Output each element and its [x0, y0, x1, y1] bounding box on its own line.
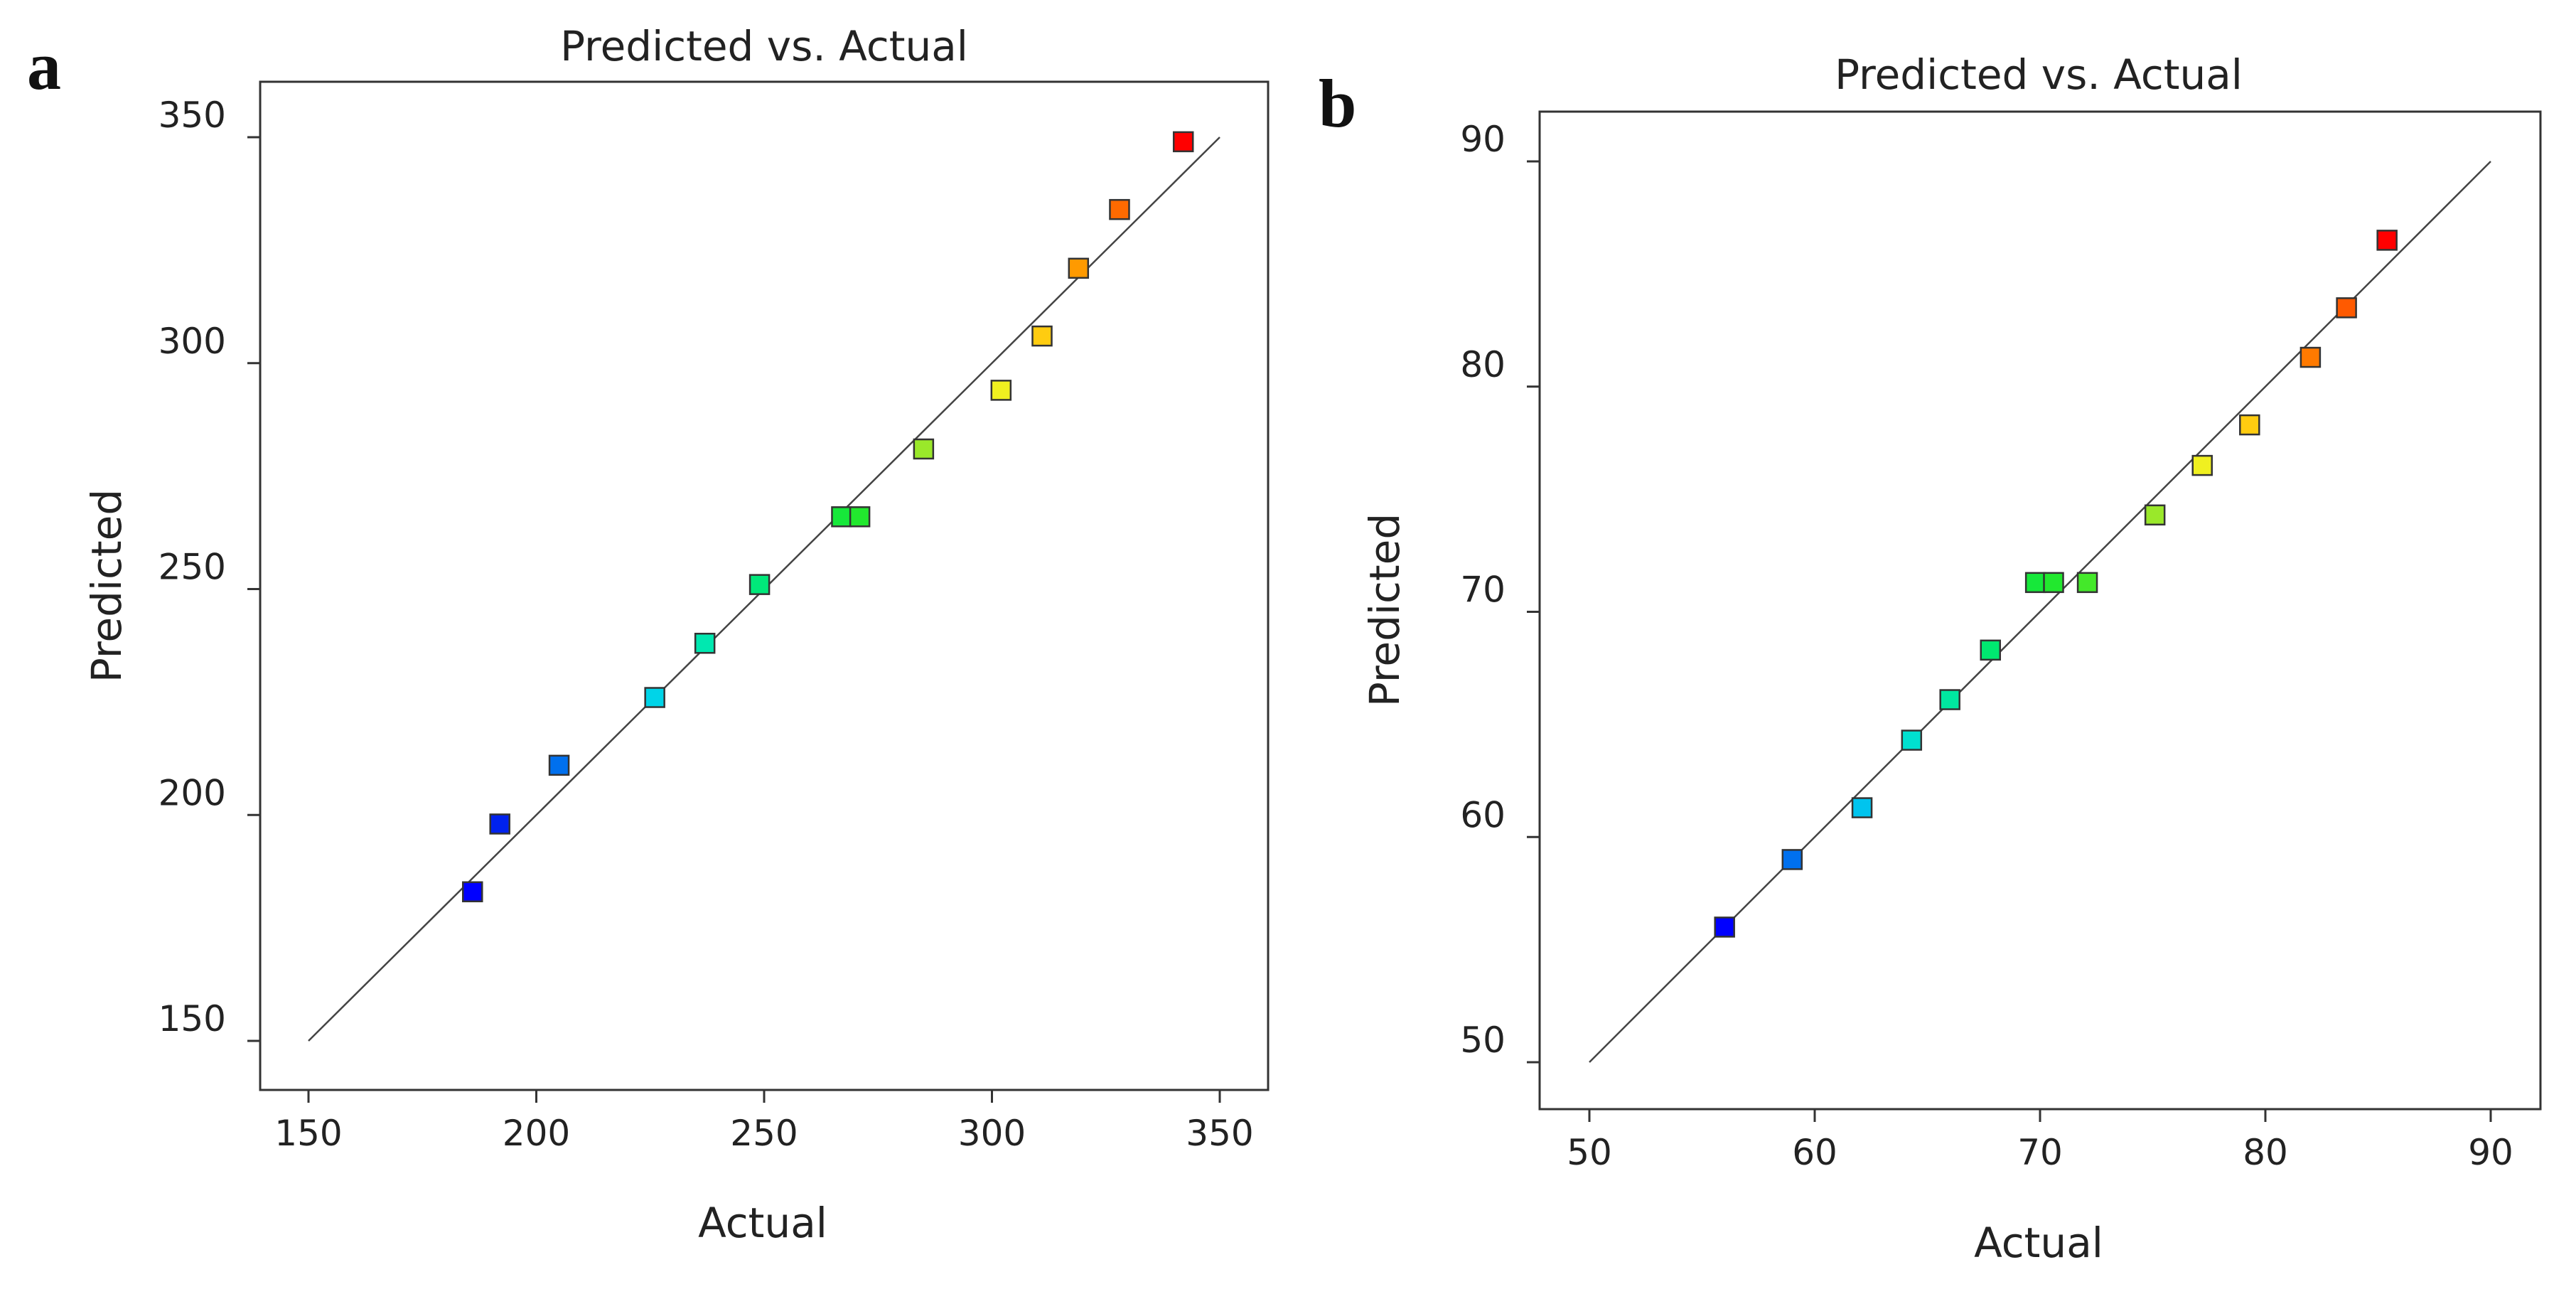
panel-a-x-tick-label: 300 [958, 1113, 1026, 1154]
panel-a-y-tick-label: 350 [159, 95, 226, 136]
panel-a-data-point [462, 881, 483, 903]
panel-a-letter: a [27, 28, 61, 104]
panel-a-data-point [1172, 131, 1194, 153]
panel-b-data-point [1980, 639, 2002, 661]
panel-a-data-point [489, 813, 510, 835]
panel-b-data-point [2043, 572, 2064, 594]
panel-b-x-tick-label: 80 [2243, 1132, 2288, 1173]
panel-b-y-tick-label: 50 [1460, 1020, 1506, 1061]
panel-b-data-point [2191, 454, 2213, 476]
panel-b-letter: b [1319, 65, 1356, 141]
panel-a-data-point [748, 574, 771, 595]
panel-a-y-ticks: 150 200 250 300 350 [159, 95, 260, 1042]
panel-a-xlabel: Actual [698, 1199, 827, 1247]
panel-b-x-tick-label: 70 [2017, 1132, 2063, 1173]
panel-a-x-tick-label: 250 [730, 1113, 798, 1154]
panel-a-data-point [849, 506, 871, 528]
panel-a-x-tick-label: 350 [1186, 1113, 1253, 1154]
panel-a-x-tick-label: 150 [274, 1113, 342, 1154]
panel-b-ylabel: Predicted [1361, 513, 1409, 707]
panel-b-y-tick-label: 60 [1460, 794, 1506, 835]
panel-b-data-point [2239, 414, 2260, 436]
panel-a-y-tick-label: 250 [159, 547, 226, 588]
panel-b-points [1714, 230, 2398, 938]
panel-b: b Predicted vs. Actual Actual Predicted … [1319, 50, 2542, 1267]
panel-a-data-point [644, 687, 665, 708]
panel-b-y-ticks: 50 60 70 80 90 [1460, 119, 1540, 1064]
panel-b-y-tick-label: 80 [1460, 344, 1506, 385]
panel-b-data-point [1939, 689, 1960, 710]
panel-a-data-point [831, 506, 852, 528]
panel-a-data-point [1109, 198, 1130, 220]
panel-b-data-point [1851, 797, 1873, 818]
panel-a-data-point [548, 754, 570, 776]
panel-b-x-tick-label: 50 [1567, 1132, 1612, 1173]
panel-b-data-point [2376, 230, 2398, 251]
panel-b-title: Predicted vs. Actual [1835, 50, 2243, 99]
panel-b-y-tick-label: 90 [1460, 119, 1506, 160]
panel-b-x-tick-label: 90 [2468, 1132, 2513, 1173]
panel-b-x-ticks: 50 60 70 80 90 [1567, 1109, 2513, 1173]
panel-b-data-point [2336, 297, 2357, 319]
panel-b-data-point [1781, 849, 1803, 870]
panel-a-data-point [694, 633, 716, 654]
panel-a-data-point [990, 380, 1012, 401]
panel-b-data-point [1901, 729, 1923, 751]
panel-b-x-tick-label: 60 [1792, 1132, 1837, 1173]
panel-a-y-tick-label: 300 [159, 321, 226, 362]
panel-a: a Predicted vs. Actual Actual Predicted … [27, 22, 1270, 1247]
panel-b-data-point [2076, 572, 2098, 594]
panel-a-x-tick-label: 200 [503, 1113, 570, 1154]
panel-b-data-point [2299, 346, 2322, 368]
panel-a-data-point [1068, 257, 1090, 279]
panel-a-y-tick-label: 200 [159, 772, 226, 813]
panel-a-x-ticks: 150 200 250 300 350 [274, 1090, 1254, 1154]
panel-a-data-point [1031, 325, 1053, 347]
panel-a-ylabel: Predicted [82, 489, 131, 683]
panel-b-data-point [1714, 916, 1735, 938]
panel-a-title: Predicted vs. Actual [560, 22, 968, 70]
panel-a-points [462, 131, 1194, 903]
panel-a-y-tick-label: 150 [159, 998, 226, 1039]
panel-b-data-point [2144, 504, 2166, 526]
panel-a-data-point [913, 438, 935, 460]
panel-b-y-tick-label: 70 [1460, 570, 1506, 611]
panel-b-data-point [2024, 572, 2046, 594]
panel-b-xlabel: Actual [1974, 1219, 2103, 1267]
